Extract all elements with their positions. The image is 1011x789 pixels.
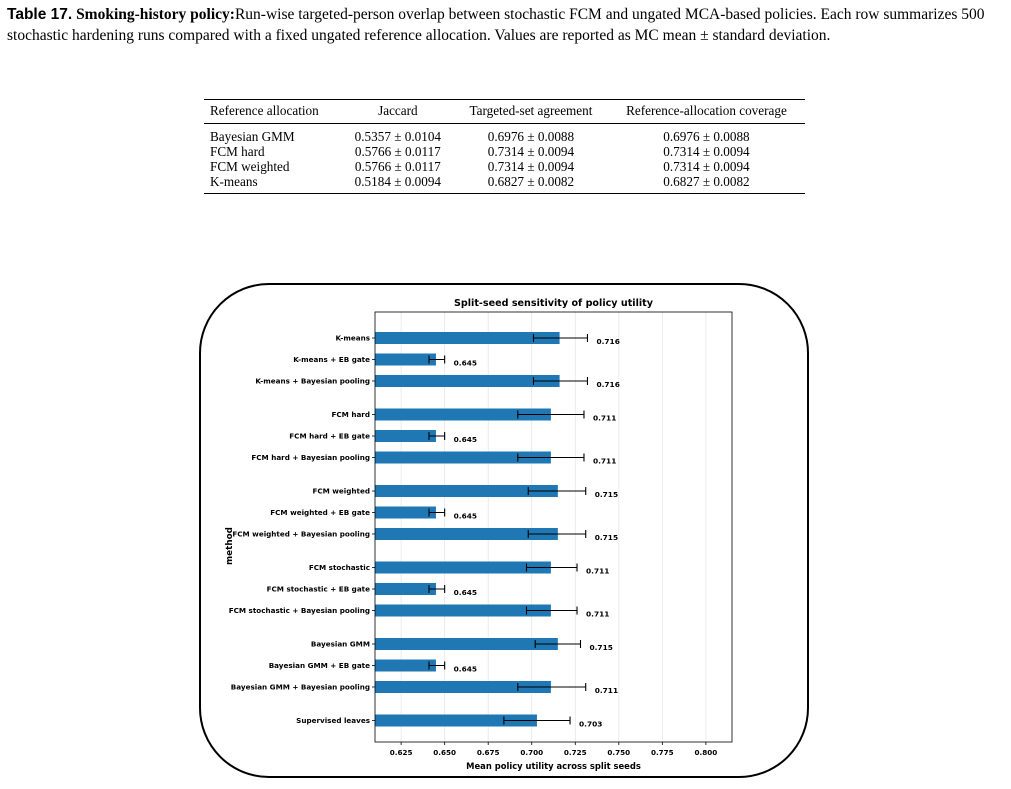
bar-value-label: 0.716: [596, 380, 619, 389]
x-tick-label: 0.750: [607, 748, 630, 757]
table-cell: 0.7314 ± 0.0094: [663, 144, 750, 159]
bar-value-label: 0.645: [454, 359, 477, 368]
column-header: Targeted-set agreement: [469, 103, 593, 118]
bar-value-label: 0.711: [593, 457, 616, 466]
bar: [375, 485, 558, 497]
y-axis-label: method: [225, 527, 235, 565]
category-label: FCM stochastic + Bayesian pooling: [229, 606, 370, 615]
column-header: Jaccard: [378, 103, 418, 118]
bar-value-label: 0.715: [595, 490, 618, 499]
x-tick-label: 0.775: [651, 748, 674, 757]
category-label: Bayesian GMM + Bayesian pooling: [231, 683, 370, 692]
plot-area-frame: [374, 311, 733, 743]
table-cell: 0.6827 ± 0.0082: [487, 174, 575, 189]
table-row: FCM weighted 0.5766 ± 0.0117 0.7314 ± 0.…: [204, 159, 805, 174]
table-cell: 0.7314 ± 0.0094: [487, 159, 575, 174]
bar-value-label: 0.711: [586, 610, 609, 619]
chart-title: Split-seed sensitivity of policy utility: [454, 298, 654, 309]
bar-value-label: 0.703: [579, 720, 602, 729]
bar: [375, 604, 551, 617]
column-header: Reference allocation: [210, 103, 319, 118]
x-tick-label: 0.725: [564, 748, 587, 757]
category-label: FCM stochastic + EB gate: [267, 585, 371, 594]
category-label: FCM hard + EB gate: [289, 432, 370, 441]
category-label: K-means + Bayesian pooling: [255, 377, 370, 386]
category-label: FCM weighted: [312, 487, 370, 496]
bar-value-label: 0.711: [593, 414, 616, 423]
bar-value-label: 0.645: [454, 435, 477, 444]
bar-value-label: 0.715: [595, 533, 618, 542]
table-cell: 0.7314 ± 0.0094: [663, 159, 750, 174]
category-label: K-means: [335, 334, 370, 343]
category-label: K-means + EB gate: [293, 355, 370, 364]
category-label: FCM stochastic: [309, 563, 370, 572]
figure-frame: [199, 283, 809, 778]
table-cell: FCM hard: [210, 144, 265, 159]
bar: [375, 332, 560, 344]
x-tick-label: 0.650: [433, 748, 456, 757]
table-cell: 0.6976 ± 0.0088: [487, 129, 575, 144]
table-cell: 0.6976 ± 0.0088: [663, 129, 750, 144]
table-header-row: Reference allocation Jaccard Targeted-se…: [204, 99, 805, 124]
bar: [375, 375, 560, 387]
results-table: Reference allocation Jaccard Targeted-se…: [204, 99, 805, 194]
bar: [375, 408, 551, 421]
category-label: FCM weighted + Bayesian pooling: [232, 530, 370, 539]
table-cell: 0.5766 ± 0.0117: [354, 159, 441, 174]
table-cell: 0.5357 ± 0.0104: [354, 129, 442, 144]
bar-value-label: 0.645: [454, 588, 477, 597]
bar: [375, 506, 436, 519]
bar: [375, 451, 551, 464]
table-cell: 0.5184 ± 0.0094: [354, 174, 442, 189]
x-tick-label: 0.700: [520, 748, 543, 757]
caption-title: Smoking-history policy:: [76, 6, 235, 23]
table-row: FCM hard 0.5766 ± 0.0117 0.7314 ± 0.0094…: [204, 144, 805, 159]
x-tick-label: 0.625: [390, 748, 413, 757]
bar: [375, 561, 551, 574]
bar: [375, 583, 436, 595]
table-cell: 0.6827 ± 0.0082: [663, 174, 750, 189]
category-label: FCM weighted + EB gate: [270, 508, 370, 517]
bar-value-label: 0.711: [586, 567, 609, 576]
caption-text: Run-wise targeted-person overlap between…: [7, 6, 985, 44]
category-label: Bayesian GMM: [311, 640, 370, 649]
table-cell: 0.5766 ± 0.0117: [354, 144, 441, 159]
bar-value-label: 0.716: [596, 337, 619, 346]
table-row: Bayesian GMM 0.5357 ± 0.0104 0.6976 ± 0.…: [204, 124, 805, 145]
bar: [375, 638, 558, 650]
bar: [375, 714, 537, 727]
table-cell: FCM weighted: [210, 159, 290, 174]
bar: [375, 528, 558, 540]
table-label: Table 17.: [7, 6, 73, 23]
category-label: FCM hard + Bayesian pooling: [251, 453, 370, 462]
table-cell: Bayesian GMM: [210, 129, 295, 144]
category-label: FCM hard: [332, 410, 371, 419]
bar-value-label: 0.645: [454, 512, 477, 521]
table-row: K-means 0.5184 ± 0.0094 0.6827 ± 0.0082 …: [204, 174, 805, 194]
table-cell: 0.7314 ± 0.0094: [487, 144, 575, 159]
bar: [375, 659, 436, 672]
bar: [375, 681, 551, 693]
table-cell: K-means: [210, 174, 258, 189]
bar: [375, 430, 436, 442]
bar-value-label: 0.715: [589, 643, 612, 652]
bar: [375, 353, 436, 366]
column-header: Reference-allocation coverage: [626, 103, 787, 118]
x-tick-label: 0.675: [477, 748, 500, 757]
x-tick-label: 0.800: [695, 748, 718, 757]
table-caption: Table 17. Smoking-history policy:Run-wis…: [7, 4, 1002, 46]
bar-value-label: 0.711: [595, 686, 618, 695]
category-label: Bayesian GMM + EB gate: [269, 661, 370, 670]
x-axis-label: Mean policy utility across split seeds: [466, 761, 641, 771]
category-label: Supervised leaves: [296, 716, 370, 725]
bar-value-label: 0.645: [454, 665, 477, 674]
